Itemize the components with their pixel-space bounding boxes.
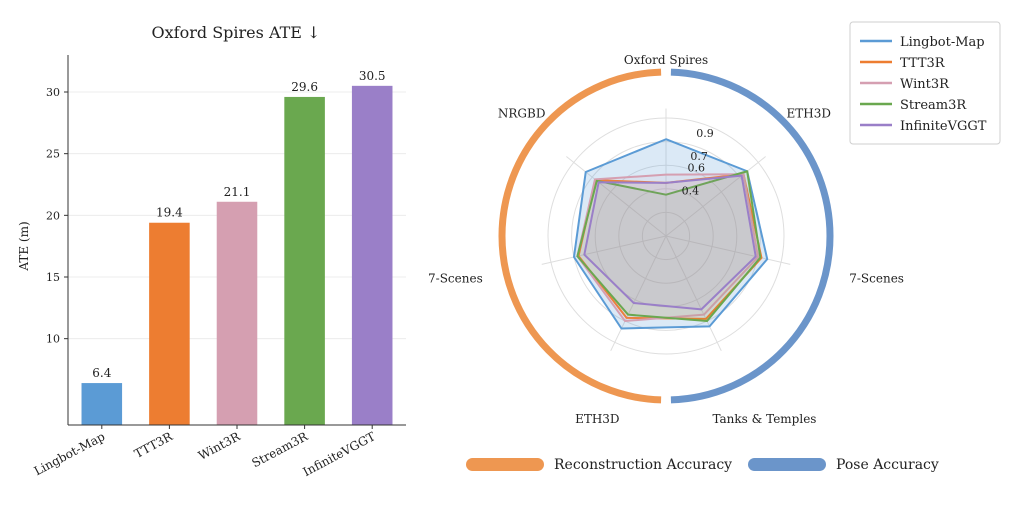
group-key: Reconstruction Accuracy Pose Accuracy	[466, 457, 939, 473]
bar-lingbot-map	[81, 383, 123, 425]
reconstruction-accuracy-label: Reconstruction Accuracy	[554, 457, 732, 473]
legend: Lingbot-Map TTT3R Wint3R Stream3R InfiniteVG…	[849, 21, 1001, 145]
y-tick-label: 15	[46, 271, 60, 284]
legend-label: Stream3R	[900, 98, 967, 113]
bar-chart-y-axis-title: ATE (m)	[17, 221, 31, 271]
bar-ttt3r	[149, 222, 190, 425]
pose-accuracy-label: Pose Accuracy	[836, 457, 939, 473]
radar-axis-label: 7-Scenes	[849, 271, 904, 285]
x-category-label: TTT3R	[132, 429, 176, 461]
bar-value-label: 19.4	[156, 206, 183, 220]
reconstruction-accuracy-swatch	[466, 458, 544, 471]
radar-ring-label: 0.7	[690, 150, 708, 163]
bar-chart: Oxford Spires ATE ↓ ATE (m) 6.4 19.4 21.1 2…	[17, 23, 406, 479]
bar-wint3r	[216, 201, 258, 425]
radar-series-stream3r	[576, 170, 762, 323]
radar-series-infinitevggt	[583, 174, 757, 311]
radar-axis-label: ETH3D	[575, 412, 619, 426]
x-category-label: Lingbot-Map	[32, 429, 108, 478]
x-category-label: Wint3R	[196, 429, 243, 463]
bar-infinitevggt	[351, 85, 393, 425]
radar-axis-label: NRGBD	[498, 107, 546, 121]
legend-label: Wint3R	[900, 77, 950, 92]
radar-chart: 0.4 0.60.7 0.9 Oxford Spires ETH3D 7-Scenes T…	[428, 53, 904, 426]
legend-label: TTT3R	[900, 56, 946, 71]
radar-ring-label: 0.9	[696, 127, 714, 140]
radar-spoke	[665, 235, 791, 265]
radar-spoke	[566, 156, 667, 237]
x-category-label: Stream3R	[249, 429, 310, 470]
radar-ring-label: 0.6	[688, 161, 706, 174]
radar-axis-label: 7-Scenes	[428, 271, 483, 285]
bar-stream3r	[284, 96, 325, 425]
legend-label: Lingbot-Map	[900, 35, 985, 50]
legend-label: InfiniteVGGT	[900, 119, 987, 134]
reconstruction-accuracy-arc	[498, 68, 662, 404]
bar-value-label: 29.6	[291, 80, 318, 94]
y-tick-label: 10	[46, 333, 60, 346]
bar-chart-title: Oxford Spires ATE ↓	[152, 23, 321, 42]
y-tick-label: 20	[46, 209, 60, 222]
pose-accuracy-swatch	[748, 458, 826, 471]
radar-spoke	[665, 235, 722, 352]
bar-value-label: 30.5	[359, 69, 386, 83]
bar-value-label: 21.1	[224, 185, 251, 199]
radar-ring-label: 0.4	[682, 184, 700, 197]
radar-axis-label: ETH3D	[787, 107, 831, 121]
y-tick-label: 25	[46, 148, 60, 161]
radar-axis-label: Oxford Spires	[624, 53, 708, 67]
radar-spoke	[665, 156, 766, 237]
radar-spoke	[610, 235, 667, 352]
pose-accuracy-arc	[670, 68, 834, 404]
y-tick-label: 30	[46, 86, 60, 99]
bar-value-label: 6.4	[92, 366, 111, 380]
x-category-label: InfiniteVGGT	[301, 429, 378, 479]
radar-spoke	[541, 235, 667, 265]
legend-frame	[849, 21, 1001, 145]
radar-axis-label: Tanks & Temples	[712, 412, 816, 426]
